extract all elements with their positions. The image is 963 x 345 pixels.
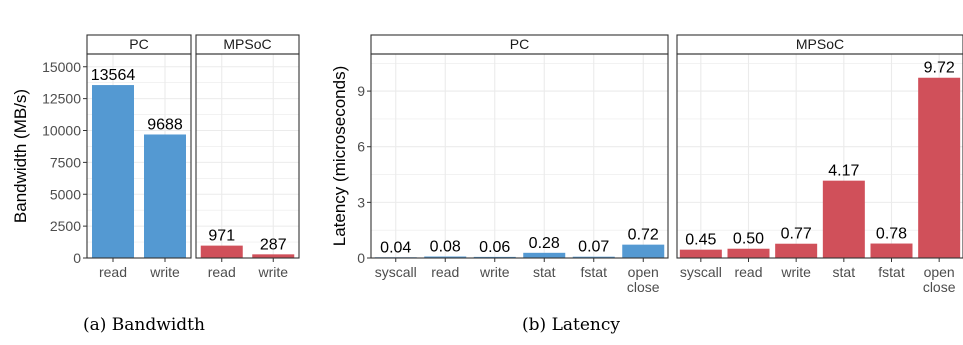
x-tick-label: syscall: [680, 264, 722, 280]
y-tick-label: 2500: [50, 218, 81, 234]
bar-value-label: 287: [260, 236, 287, 253]
bar: [727, 248, 770, 258]
bar-value-label: 0.50: [733, 231, 764, 248]
y-tick-label: 10000: [42, 123, 81, 139]
bar-value-label: 971: [208, 228, 235, 245]
y-tick-label: 5000: [50, 186, 81, 202]
x-tick-label: open close: [627, 264, 660, 295]
x-tick-label: open close: [923, 264, 956, 295]
x-tick-label: write: [780, 264, 811, 280]
bar-value-label: 0.72: [628, 227, 659, 244]
y-tick-label: 3: [357, 194, 365, 210]
bar: [775, 243, 818, 258]
bar: [622, 244, 665, 258]
y-tick-label: 0: [357, 250, 365, 266]
panel-strip: [195, 34, 300, 55]
bar-value-label: 0.77: [781, 226, 812, 243]
bar: [918, 77, 961, 258]
x-tick-label: stat: [533, 264, 556, 280]
bar: [679, 249, 722, 258]
bar-value-label: 13564: [91, 67, 136, 84]
bar-value-label: 9.72: [924, 60, 955, 77]
x-tick-label: read: [431, 264, 459, 280]
panel-strip-title: MPSoC: [223, 36, 271, 52]
bar-value-label: 9688: [147, 116, 183, 133]
bar: [572, 256, 615, 258]
x-tick-label: write: [149, 264, 180, 280]
x-tick-label: read: [99, 264, 127, 280]
panel-strip: [370, 34, 669, 55]
y-tick-label: 0: [73, 250, 81, 266]
bar-value-label: 0.08: [430, 239, 461, 256]
x-tick-label: read: [208, 264, 236, 280]
x-tick-label: stat: [833, 264, 856, 280]
y-tick-label: 7500: [50, 154, 81, 170]
bar: [92, 85, 134, 259]
bar-value-label: 0.04: [380, 239, 411, 256]
y-tick-label: 12500: [42, 91, 81, 107]
bar: [822, 180, 865, 258]
bar: [200, 245, 243, 258]
x-tick-label: read: [734, 264, 762, 280]
bar-value-label: 0.06: [479, 239, 510, 256]
bar-value-label: 0.78: [876, 226, 907, 243]
x-tick-label: syscall: [375, 264, 417, 280]
bar-value-label: 4.17: [828, 163, 859, 180]
panel-strip: [86, 34, 192, 55]
bar: [424, 256, 467, 258]
latency-chart: Latency (microseconds) 0 3 6 9 PC 0.04 0.08 0.06…: [330, 34, 963, 295]
bar: [523, 252, 566, 258]
bar: [144, 134, 186, 258]
x-tick-label: fstat: [581, 264, 608, 280]
panel-strip-title: MPSoC: [796, 36, 844, 52]
panel-strip: [676, 34, 963, 55]
caption-bandwidth: (a) Bandwidth: [83, 315, 205, 335]
x-tick-label: write: [257, 264, 288, 280]
bar: [870, 243, 913, 258]
y-axis-label: Latency (microseconds): [330, 66, 349, 246]
bar-value-label: 0.45: [685, 232, 716, 249]
caption-latency: (b) Latency: [522, 315, 620, 335]
bar-value-label: 0.28: [529, 235, 560, 252]
bar: [252, 254, 295, 258]
y-tick-label: 6: [357, 139, 365, 155]
panel-border: [370, 53, 669, 259]
bar-value-label: 0.07: [578, 239, 609, 256]
bandwidth-chart: Bandwidth (MB/s) 0 2500 5000 7500 10000 12500 1…: [11, 34, 300, 280]
panel-strip-title: PC: [129, 36, 148, 52]
x-tick-label: fstat: [878, 264, 905, 280]
panel-strip-title: PC: [510, 36, 529, 52]
x-tick-label: write: [479, 264, 510, 280]
y-tick-label: 15000: [42, 59, 81, 75]
y-tick-label: 9: [357, 83, 365, 99]
y-axis-label: Bandwidth (MB/s): [11, 89, 30, 223]
